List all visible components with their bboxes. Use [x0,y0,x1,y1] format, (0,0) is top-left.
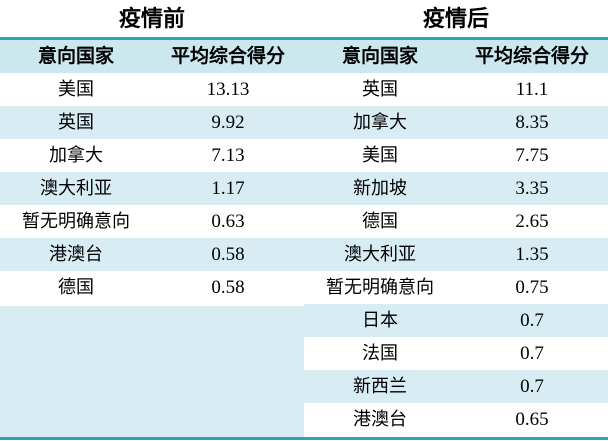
table-row: 暂无明确意向 0.63 德国 2.65 [0,205,608,238]
before-country-cell: 英国 [0,106,152,139]
before-country-cell: 澳大利亚 [0,172,152,205]
before-score-cell: 0.58 [152,238,304,271]
after-country-cell: 新西兰 [304,370,456,403]
before-country-cell: 加拿大 [0,139,152,172]
before-score-cell: 0.63 [152,205,304,238]
table-bottom-rule [0,437,608,440]
before-title: 疫情前 [118,7,185,32]
after-score-cell: 0.7 [456,337,608,370]
after-country-header: 意向国家 [341,45,418,67]
before-country-cell: 暂无明确意向 [0,205,152,238]
table-row: 港澳台 0.58 澳大利亚 1.35 [0,238,608,271]
after-title: 疫情后 [422,7,489,32]
after-country-cell: 日本 [304,304,456,337]
after-score-cell: 3.35 [456,172,608,205]
before-country-header: 意向国家 [37,45,114,67]
before-score-header: 平均综合得分 [170,45,285,67]
empty-left-panel [0,306,304,437]
before-country-cell: 港澳台 [0,238,152,271]
after-score-cell: 0.7 [456,304,608,337]
after-score-cell: 11.1 [456,73,608,106]
after-country-cell: 德国 [304,205,456,238]
after-score-cell: 8.35 [456,106,608,139]
after-score-cell: 0.65 [456,403,608,436]
table-row: 法国 0.7 [0,337,608,370]
table-row: 德国 0.58 暂无明确意向 0.75 [0,271,608,304]
after-country-cell: 港澳台 [304,403,456,436]
table-row: 新西兰 0.7 [0,370,608,403]
after-country-cell: 新加坡 [304,172,456,205]
before-score-cell: 9.92 [152,106,304,139]
column-header-row: 意向国家 平均综合得分 意向国家 平均综合得分 [0,40,608,73]
table-body: 美国 13.13 英国 11.1 英国 9.92 加拿大 8.35 加拿大 7.… [0,73,608,436]
table-row: 英国 9.92 加拿大 8.35 [0,106,608,139]
table-row: 加拿大 7.13 美国 7.75 [0,139,608,172]
table-row: 澳大利亚 1.17 新加坡 3.35 [0,172,608,205]
before-score-cell: 7.13 [152,139,304,172]
after-score-cell: 2.65 [456,205,608,238]
after-country-cell: 英国 [304,73,456,106]
after-country-cell: 加拿大 [304,106,456,139]
before-score-cell: 13.13 [152,73,304,106]
table-row: 美国 13.13 英国 11.1 [0,73,608,106]
after-country-cell: 法国 [304,337,456,370]
after-score-cell: 0.75 [456,271,608,304]
table-row: 日本 0.7 [0,304,608,337]
after-score-cell: 7.75 [456,139,608,172]
after-score-cell: 0.7 [456,370,608,403]
before-country-cell: 德国 [0,271,152,304]
table-row: 港澳台 0.65 [0,403,608,436]
after-score-header: 平均综合得分 [474,45,589,67]
after-score-cell: 1.35 [456,238,608,271]
before-score-cell: 1.17 [152,172,304,205]
table-group-header: 疫情前 疫情后 [0,0,608,40]
after-country-cell: 美国 [304,139,456,172]
after-country-cell: 暂无明确意向 [304,271,456,304]
after-country-cell: 澳大利亚 [304,238,456,271]
before-score-cell: 0.58 [152,271,304,304]
before-country-cell: 美国 [0,73,152,106]
